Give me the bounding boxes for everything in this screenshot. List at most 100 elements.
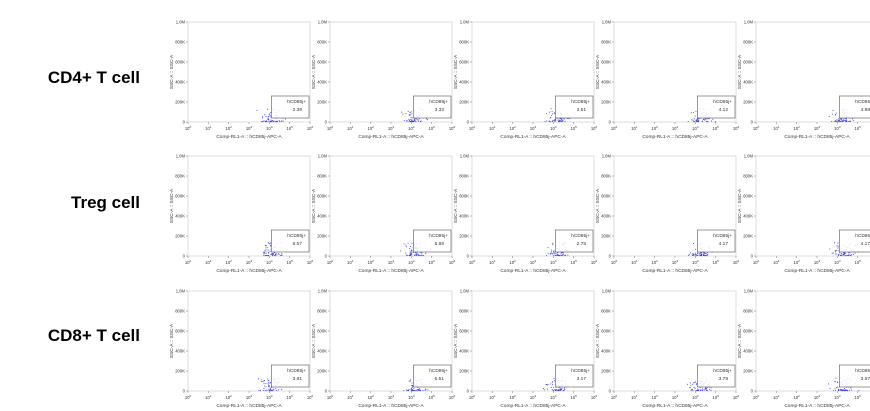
event-dot — [271, 120, 272, 122]
gate-value: 2.39 — [293, 107, 303, 113]
event-dot — [270, 253, 272, 255]
event-dot — [413, 251, 415, 253]
x-tick-label: 101 — [773, 259, 780, 265]
event-dot — [842, 389, 843, 391]
event-dot — [417, 388, 419, 390]
event-dot — [412, 389, 414, 391]
x-tick-label: 102 — [367, 259, 374, 265]
y-tick-label: 0 — [751, 120, 754, 125]
gate-box — [697, 95, 736, 119]
y-tick-label: 200K — [601, 234, 611, 239]
event-dot — [268, 386, 270, 388]
event-dot — [549, 117, 551, 119]
x-tick-label: 104 — [692, 125, 699, 131]
event-dot — [275, 120, 277, 122]
event-dot — [266, 108, 268, 110]
x-axis-title: Comp-RL1-A :: hCD85j-APC-A — [642, 403, 708, 409]
y-tick-label: 0 — [467, 254, 470, 259]
scatter-plot: 0200K400K600K800K1.0M1001011021031041051… — [737, 289, 870, 409]
event-dot — [712, 118, 714, 120]
event-dot — [701, 390, 703, 391]
y-tick-label: 600K — [601, 194, 611, 199]
event-dot — [841, 121, 843, 122]
y-tick-label: 0 — [325, 254, 328, 259]
event-dot — [263, 255, 265, 256]
x-tick-label: 104 — [834, 259, 841, 265]
event-dot — [703, 252, 705, 253]
event-dot — [693, 382, 695, 384]
event-dot — [262, 121, 264, 123]
event-dot — [558, 255, 560, 256]
event-dot — [281, 253, 283, 255]
event-dot — [554, 380, 556, 382]
event-dot — [420, 389, 422, 391]
event-dot — [547, 252, 549, 254]
event-dot — [418, 389, 420, 391]
event-dot — [845, 389, 847, 391]
event-dot — [846, 390, 848, 392]
x-tick-label: 102 — [793, 259, 800, 265]
event-dot — [545, 113, 547, 115]
x-tick-label: 102 — [509, 125, 516, 131]
y-tick-label: 200K — [317, 100, 327, 105]
event-dot — [408, 114, 410, 116]
event-dot — [555, 117, 557, 119]
event-dot — [408, 120, 410, 122]
event-dot — [694, 387, 696, 389]
event-dot — [409, 119, 411, 121]
event-dot — [560, 120, 562, 122]
event-dot — [257, 378, 259, 380]
event-dot — [263, 388, 265, 390]
y-tick-label: 800K — [317, 309, 327, 314]
event-dot — [845, 252, 847, 254]
y-axis-title: SSC-A :: SSC-A — [737, 54, 743, 89]
x-axis-title: Comp-RL1-A :: hCD85j-APC-A — [216, 268, 282, 274]
y-axis-title: SSC-A :: SSC-A — [453, 323, 459, 358]
event-dot — [417, 120, 419, 122]
y-tick-label: 600K — [743, 329, 753, 334]
event-dot — [696, 384, 698, 386]
event-dot — [412, 390, 413, 392]
y-axis-title: SSC-A :: SSC-A — [311, 54, 317, 89]
event-dot — [690, 388, 692, 390]
event-dot — [836, 119, 838, 121]
event-dot — [411, 389, 413, 391]
x-tick-label: 101 — [205, 125, 212, 131]
event-dot — [836, 121, 837, 123]
event-dot — [265, 250, 267, 252]
event-dot — [270, 382, 272, 383]
event-dot — [553, 378, 555, 380]
event-dot — [696, 121, 698, 123]
event-dot — [557, 254, 559, 256]
event-dot — [556, 252, 558, 254]
event-dot — [704, 118, 706, 120]
x-axis-title: Comp-RL1-A :: hCD85j-APC-A — [642, 268, 708, 274]
event-dot — [840, 254, 842, 256]
event-dot — [547, 383, 549, 385]
event-dot — [550, 108, 552, 110]
event-dot — [834, 387, 836, 389]
event-dot — [837, 253, 839, 255]
event-dot — [558, 119, 560, 121]
x-tick-label: 103 — [246, 125, 253, 131]
x-tick-label: 101 — [773, 125, 780, 131]
event-dot — [555, 390, 556, 391]
y-tick-label: 1.0M — [744, 289, 754, 294]
event-dot — [409, 121, 411, 123]
event-dot — [560, 389, 561, 391]
event-dot — [407, 389, 409, 391]
y-tick-label: 0 — [183, 120, 186, 125]
event-dot — [269, 382, 271, 384]
event-dot — [268, 385, 270, 386]
event-dot — [562, 254, 564, 256]
event-dot — [270, 389, 272, 391]
event-dot — [707, 121, 709, 123]
event-dot — [834, 381, 836, 383]
event-dot — [848, 254, 850, 256]
event-dot — [836, 245, 838, 247]
x-tick-label: 104 — [692, 259, 699, 265]
event-dot — [694, 115, 696, 117]
y-tick-label: 0 — [183, 254, 186, 259]
x-tick-label: 105 — [712, 394, 719, 400]
event-dot — [553, 112, 555, 114]
